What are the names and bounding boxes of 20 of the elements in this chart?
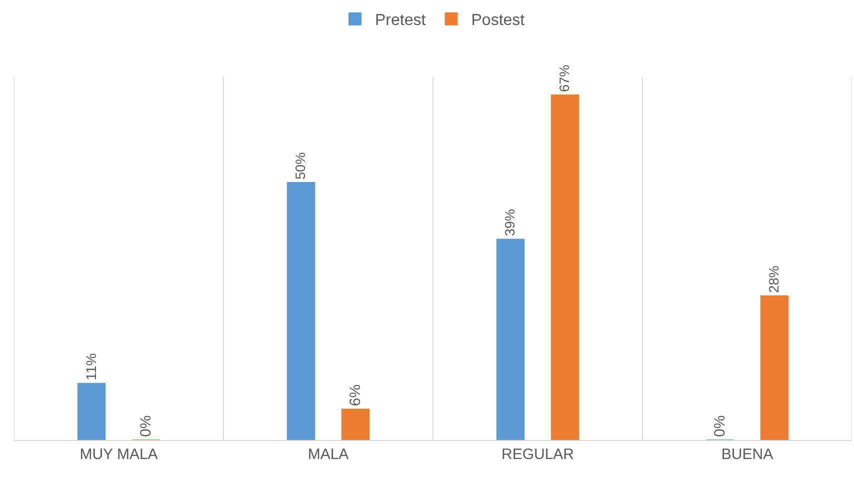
data-label: 39%: [502, 208, 518, 236]
x-tick-label: REGULAR: [501, 446, 574, 463]
bar: [286, 182, 316, 440]
bar: [760, 295, 789, 440]
x-tick-label: MUY MALA: [80, 446, 158, 463]
legend-label: Pretest: [375, 12, 426, 30]
data-label: 67%: [557, 64, 572, 92]
bar: [550, 94, 580, 440]
data-label: 28%: [766, 266, 782, 293]
bar: [341, 408, 370, 440]
bar: [77, 382, 106, 440]
x-tick-label: BUENA: [721, 446, 774, 463]
legend-label: Postest: [471, 12, 526, 30]
data-label: 50%: [293, 152, 308, 180]
bar: [496, 238, 525, 440]
data-label: 0%: [137, 415, 154, 437]
data-label: 0%: [712, 415, 729, 437]
data-label: 11%: [82, 352, 99, 380]
data-label: 6%: [346, 384, 364, 406]
x-tick-label: MALA: [308, 446, 349, 463]
